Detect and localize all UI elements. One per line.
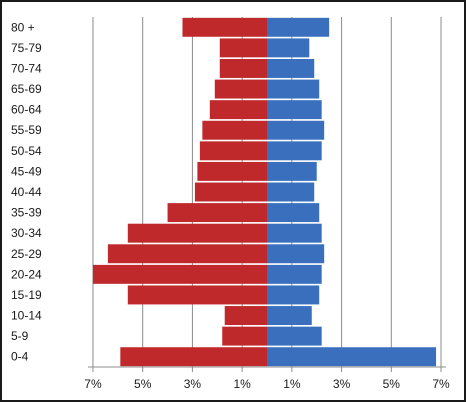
category-label-5: 55-59	[11, 123, 42, 137]
bar-right-14	[267, 306, 312, 325]
bar-right-4	[267, 100, 322, 120]
tick-label-7: 7%	[432, 377, 450, 391]
category-label-11: 25-29	[11, 247, 42, 261]
tick-label-6: 5%	[383, 377, 401, 391]
bar-left-1	[219, 38, 267, 58]
bar-right-2	[267, 59, 315, 78]
bar-left-7	[197, 161, 267, 181]
bar-right-5	[267, 120, 325, 140]
tick-label-2: 3%	[184, 377, 202, 391]
bar-left-4	[209, 100, 267, 120]
category-label-10: 30-34	[11, 226, 42, 240]
bar-left-3	[214, 79, 267, 99]
bar-right-16	[267, 347, 437, 367]
category-label-1: 75-79	[11, 41, 42, 55]
bar-left-2	[219, 59, 267, 78]
bar-left-15	[222, 326, 267, 346]
bar-right-1	[267, 38, 310, 58]
bar-left-13	[127, 285, 268, 305]
category-label-14: 10-14	[11, 309, 42, 323]
category-label-0: 80 +	[11, 20, 35, 34]
tick-label-0: 7%	[84, 377, 102, 391]
category-label-2: 70-74	[11, 61, 42, 75]
bar-right-15	[267, 326, 322, 346]
bar-right-10	[267, 223, 322, 243]
bar-right-13	[267, 285, 320, 305]
bar-right-11	[267, 244, 325, 264]
category-label-16: 0-4	[11, 350, 29, 364]
bar-left-16	[120, 347, 267, 367]
category-label-15: 5-9	[11, 329, 29, 343]
bar-right-12	[267, 264, 322, 284]
tick-label-3: 1%	[233, 377, 251, 391]
bar-right-8	[267, 182, 315, 202]
tick-label-4: 1%	[283, 377, 301, 391]
bar-right-7	[267, 161, 317, 181]
category-label-12: 20-24	[11, 267, 42, 281]
category-label-3: 65-69	[11, 82, 42, 96]
tick-label-5: 3%	[333, 377, 351, 391]
bar-left-14	[224, 306, 267, 325]
category-label-6: 50-54	[11, 144, 42, 158]
bar-left-9	[167, 203, 267, 223]
category-label-8: 40-44	[11, 185, 42, 199]
category-label-7: 45-49	[11, 164, 42, 178]
bar-left-11	[107, 244, 267, 264]
bar-left-0	[182, 17, 267, 37]
bar-left-10	[127, 223, 268, 243]
bar-left-8	[194, 182, 267, 202]
tick-label-1: 5%	[134, 377, 152, 391]
bar-right-3	[267, 79, 320, 99]
bar-right-6	[267, 141, 322, 161]
bar-right-0	[267, 17, 330, 37]
category-label-4: 60-64	[11, 103, 42, 117]
bar-left-12	[92, 264, 267, 284]
bar-left-6	[199, 141, 267, 161]
category-label-9: 35-39	[11, 206, 42, 220]
bar-left-5	[202, 120, 267, 140]
bar-right-9	[267, 203, 320, 223]
category-label-13: 15-19	[11, 288, 42, 302]
